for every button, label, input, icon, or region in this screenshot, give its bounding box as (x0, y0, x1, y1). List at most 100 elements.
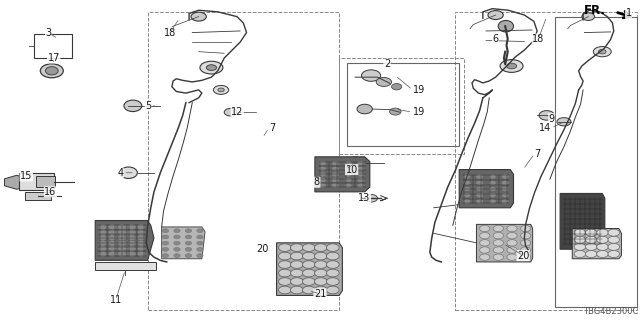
Ellipse shape (303, 269, 316, 277)
Ellipse shape (493, 254, 504, 260)
Ellipse shape (332, 167, 339, 171)
Ellipse shape (278, 269, 291, 277)
Ellipse shape (520, 233, 531, 239)
Ellipse shape (520, 225, 531, 232)
Ellipse shape (173, 247, 180, 251)
Ellipse shape (303, 244, 316, 252)
Ellipse shape (390, 108, 401, 115)
Text: TBG4B2300C: TBG4B2300C (582, 307, 638, 316)
Ellipse shape (362, 70, 381, 81)
Ellipse shape (291, 261, 303, 268)
Text: 4: 4 (117, 168, 124, 178)
Ellipse shape (319, 161, 326, 165)
Ellipse shape (502, 199, 508, 203)
Ellipse shape (185, 247, 191, 251)
Ellipse shape (608, 251, 620, 258)
Bar (148, 12, 339, 310)
Ellipse shape (345, 172, 351, 176)
Ellipse shape (500, 60, 523, 72)
Ellipse shape (278, 252, 291, 260)
Text: 10: 10 (346, 164, 358, 174)
Ellipse shape (173, 229, 180, 233)
Ellipse shape (128, 236, 136, 240)
Ellipse shape (345, 161, 351, 165)
Ellipse shape (278, 286, 291, 294)
Ellipse shape (586, 229, 597, 236)
Ellipse shape (489, 193, 495, 197)
Ellipse shape (291, 244, 303, 252)
Bar (339, 58, 464, 154)
Ellipse shape (507, 233, 517, 239)
Text: 13: 13 (358, 193, 371, 203)
Ellipse shape (40, 64, 63, 78)
Ellipse shape (489, 187, 495, 191)
Ellipse shape (345, 178, 351, 182)
Ellipse shape (479, 233, 490, 239)
Ellipse shape (118, 241, 126, 245)
Ellipse shape (574, 251, 586, 258)
Ellipse shape (489, 175, 495, 179)
Text: 21: 21 (314, 289, 326, 299)
Ellipse shape (489, 181, 495, 185)
Ellipse shape (488, 11, 503, 20)
Ellipse shape (128, 230, 136, 235)
Ellipse shape (520, 240, 531, 246)
Text: 19: 19 (413, 85, 425, 95)
Ellipse shape (109, 246, 116, 251)
Text: 5: 5 (145, 101, 152, 111)
Ellipse shape (464, 175, 470, 179)
Ellipse shape (191, 12, 206, 21)
Ellipse shape (464, 187, 470, 191)
Ellipse shape (99, 252, 107, 256)
Ellipse shape (502, 181, 508, 185)
Text: 1: 1 (625, 8, 632, 19)
Text: 8: 8 (314, 177, 320, 187)
Ellipse shape (185, 254, 191, 258)
Ellipse shape (206, 65, 216, 70)
Ellipse shape (303, 261, 316, 268)
Ellipse shape (476, 199, 483, 203)
Ellipse shape (586, 236, 597, 243)
Ellipse shape (124, 100, 142, 112)
Ellipse shape (163, 247, 169, 251)
Ellipse shape (196, 241, 203, 245)
Ellipse shape (326, 286, 339, 294)
Polygon shape (95, 220, 154, 260)
Ellipse shape (99, 230, 107, 235)
Ellipse shape (163, 235, 169, 239)
Ellipse shape (574, 229, 586, 236)
Ellipse shape (507, 225, 517, 232)
Text: 18: 18 (532, 34, 545, 44)
Text: 9: 9 (548, 114, 555, 124)
Bar (347, 63, 459, 146)
Ellipse shape (332, 161, 339, 165)
Ellipse shape (358, 172, 364, 176)
Polygon shape (4, 175, 29, 189)
Text: 12: 12 (231, 107, 243, 117)
Ellipse shape (99, 246, 107, 251)
Ellipse shape (598, 50, 606, 54)
Ellipse shape (502, 193, 508, 197)
Ellipse shape (586, 251, 597, 258)
Ellipse shape (163, 254, 169, 258)
Polygon shape (276, 243, 342, 295)
Ellipse shape (319, 167, 326, 171)
Ellipse shape (376, 77, 392, 86)
Ellipse shape (596, 251, 608, 258)
Polygon shape (572, 228, 621, 259)
Text: 20: 20 (257, 244, 269, 254)
Ellipse shape (120, 167, 138, 179)
Ellipse shape (358, 161, 364, 165)
Ellipse shape (326, 278, 339, 285)
Ellipse shape (557, 118, 571, 126)
Ellipse shape (185, 229, 191, 233)
Ellipse shape (314, 261, 327, 268)
Ellipse shape (326, 252, 339, 260)
Ellipse shape (507, 247, 517, 253)
Ellipse shape (489, 199, 495, 203)
Ellipse shape (365, 195, 378, 202)
Ellipse shape (520, 254, 531, 260)
Ellipse shape (479, 240, 490, 246)
Ellipse shape (464, 193, 470, 197)
Bar (19, 173, 54, 190)
